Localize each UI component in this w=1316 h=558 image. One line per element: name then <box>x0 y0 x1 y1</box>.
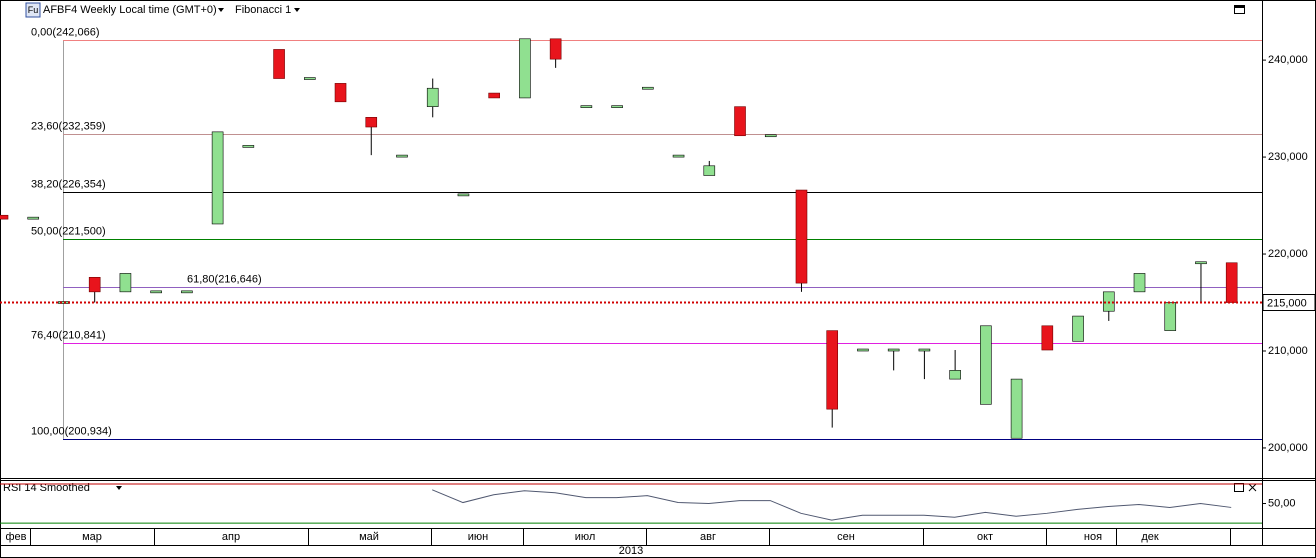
y-tick-label: 230,000 <box>1268 151 1308 163</box>
candle-body <box>150 290 162 294</box>
candle-body <box>211 131 224 225</box>
candle-body <box>764 134 777 138</box>
candle-body <box>1010 378 1023 439</box>
candle-body <box>88 276 101 293</box>
candle-body <box>519 38 531 99</box>
candle-body <box>703 165 716 176</box>
instrument-icon[interactable] <box>25 2 41 18</box>
candle-body <box>242 145 255 148</box>
candle-body <box>1041 325 1054 351</box>
month-label: сен <box>837 531 855 543</box>
month-label: авг <box>700 531 716 543</box>
dropdown-arrow[interactable] <box>218 8 224 12</box>
candle-body <box>0 214 9 220</box>
month-label: окт <box>977 531 993 543</box>
candle-body <box>181 290 193 294</box>
month-label: июн <box>468 531 488 543</box>
candle-body <box>365 117 378 128</box>
candle-body <box>734 106 746 137</box>
chart-title[interactable]: AFBF4 Weekly Local time (GMT+0) <box>43 4 217 16</box>
y-tick-label: 220,000 <box>1268 248 1308 260</box>
dropdown-arrow[interactable] <box>294 8 300 12</box>
candle-body <box>980 325 992 405</box>
candle-body <box>1133 273 1146 293</box>
maximize-button[interactable] <box>1234 5 1245 14</box>
month-label: апр <box>222 531 240 543</box>
month-label: июл <box>575 531 596 543</box>
candle-body <box>1225 262 1238 303</box>
candle-body <box>580 105 593 108</box>
candle-body <box>857 348 869 352</box>
fib-label: 0,00(242,066) <box>31 26 100 38</box>
last-price-label: 215,000 <box>1267 297 1307 309</box>
year-label: 2013 <box>619 545 643 557</box>
candle-body <box>887 348 900 352</box>
candle-body <box>918 348 931 352</box>
y-tick-label: 210,000 <box>1268 345 1308 357</box>
tool-label[interactable]: Fibonacci 1 <box>235 4 291 16</box>
dropdown-arrow[interactable] <box>116 486 122 490</box>
y-tick-label: 240,000 <box>1268 54 1308 66</box>
instrument-icon-label: Fu <box>28 5 39 15</box>
month-label: фев <box>5 531 26 543</box>
candle-body <box>795 189 808 284</box>
candle-body <box>426 87 439 107</box>
candle-body <box>303 77 316 80</box>
candle-body <box>27 216 40 220</box>
candle-body <box>488 92 500 99</box>
candle-body <box>1195 261 1207 265</box>
candle-body <box>119 273 132 293</box>
month-label: ноя <box>1084 531 1102 543</box>
candle-body <box>826 330 839 410</box>
candle-body <box>642 86 654 90</box>
fib-label: 38,20(226,354) <box>31 178 106 190</box>
candle-body <box>273 49 285 79</box>
candle-body <box>457 193 470 197</box>
fib-label: 23,60(232,359) <box>31 120 106 132</box>
maximize-button[interactable] <box>1234 483 1244 492</box>
fib-label: 50,00(221,500) <box>31 225 106 237</box>
close-button[interactable] <box>1248 483 1257 492</box>
candle-body <box>549 38 562 60</box>
rsi-line <box>432 489 1232 521</box>
candle-body <box>611 105 623 108</box>
candle-body <box>334 83 347 103</box>
rsi-label[interactable]: RSI 14 Smoothed <box>3 482 90 494</box>
month-label: мар <box>82 531 102 543</box>
candle-body <box>1164 302 1177 331</box>
candle-body <box>672 154 685 158</box>
month-label: май <box>359 531 379 543</box>
fib-label: 100,00(200,934) <box>31 425 112 437</box>
candle-body <box>396 154 408 158</box>
rsi-y-tick-label: 50,00 <box>1268 497 1296 509</box>
candle-body <box>1072 315 1084 342</box>
candle-body <box>949 370 961 380</box>
y-tick-label: 200,000 <box>1268 442 1308 454</box>
last-price-box <box>1262 294 1316 312</box>
fib-label: 76,40(210,841) <box>31 329 106 341</box>
month-label: дек <box>1141 531 1159 543</box>
fib-label: 61,80(216,646) <box>187 273 262 285</box>
